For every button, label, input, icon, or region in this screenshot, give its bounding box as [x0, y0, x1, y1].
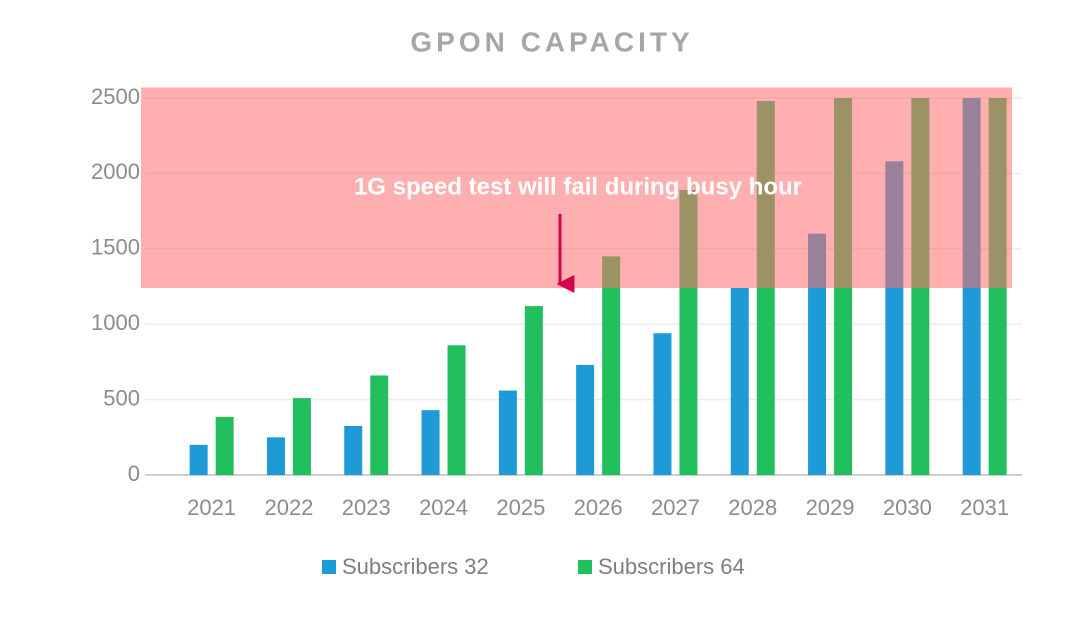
annotation: 1G speed test will fail during busy hour — [354, 173, 802, 200]
bar — [292, 398, 311, 475]
y-tick-label: 2500 — [91, 84, 140, 109]
bar — [730, 288, 749, 475]
bar — [808, 233, 827, 475]
x-tick-label: 2023 — [342, 495, 391, 520]
x-tick-label: 2028 — [728, 495, 777, 520]
y-tick-label: 1500 — [91, 235, 140, 260]
x-tick-label: 2027 — [651, 495, 700, 520]
legend-swatch — [578, 560, 592, 574]
y-tick-label: 500 — [103, 385, 140, 410]
bar — [602, 256, 621, 475]
bar — [215, 416, 234, 475]
legend-swatch — [322, 560, 336, 574]
bar — [370, 375, 389, 475]
x-tick-label: 2029 — [806, 495, 855, 520]
x-tick-label: 2026 — [574, 495, 623, 520]
bar — [524, 306, 543, 475]
bar — [344, 425, 363, 475]
bar — [576, 364, 595, 475]
bar — [189, 444, 208, 475]
x-tick-label: 2024 — [419, 495, 468, 520]
bar — [266, 437, 285, 475]
x-tick-label: 2021 — [187, 495, 236, 520]
x-tick-label: 2031 — [960, 495, 1009, 520]
highlight-band — [141, 87, 1012, 289]
bar — [447, 345, 466, 475]
y-tick-label: 2000 — [91, 159, 140, 184]
bar — [498, 390, 517, 475]
legend-label: Subscribers 64 — [598, 554, 745, 579]
y-tick-label: 1000 — [91, 310, 140, 335]
y-tick-label: 0 — [128, 461, 140, 486]
bar — [653, 333, 672, 475]
x-tick-label: 2030 — [883, 495, 932, 520]
bar — [421, 410, 440, 475]
chart-title: GPON CAPACITY — [410, 26, 693, 57]
x-tick-label: 2022 — [264, 495, 313, 520]
x-tick-label: 2025 — [496, 495, 545, 520]
legend-label: Subscribers 32 — [342, 554, 489, 579]
